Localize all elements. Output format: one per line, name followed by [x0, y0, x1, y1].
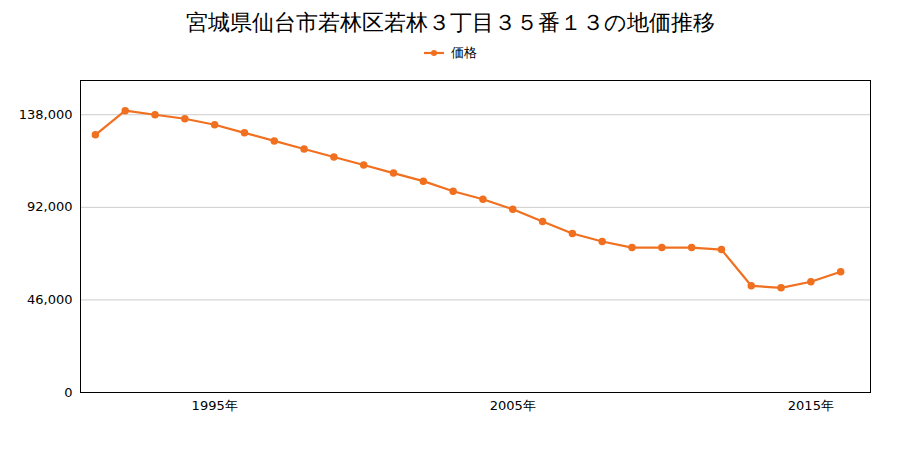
svg-text:46,000: 46,000	[27, 292, 73, 307]
svg-text:2005年: 2005年	[490, 398, 536, 413]
svg-text:138,000: 138,000	[19, 107, 73, 122]
html-text:価格: 価格	[451, 45, 477, 60]
svg-text:2015年: 2015年	[788, 398, 834, 413]
svg-text:0: 0	[64, 385, 72, 400]
svg-text:92,000: 92,000	[27, 199, 73, 214]
svg-text:1995年: 1995年	[192, 398, 238, 413]
html-text:宮城県仙台市若林区若林３丁目３５番１３の地価推移: 宮城県仙台市若林区若林３丁目３５番１３の地価推移	[185, 10, 715, 35]
